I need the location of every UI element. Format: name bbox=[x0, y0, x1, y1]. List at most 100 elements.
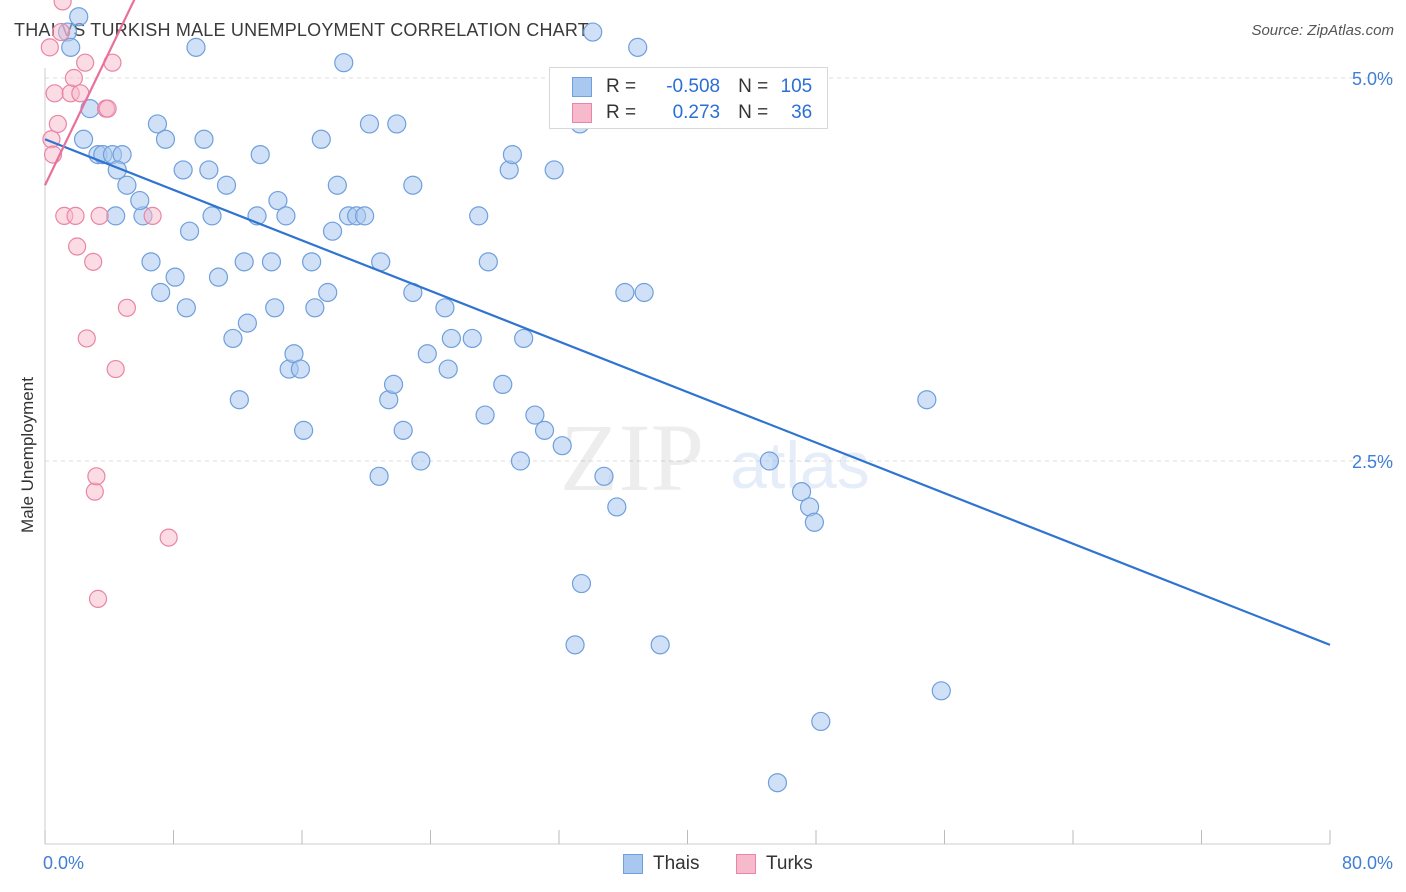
thais-point bbox=[650, 635, 670, 655]
turks-point bbox=[45, 84, 64, 103]
turks-point bbox=[87, 467, 106, 486]
thais-point bbox=[290, 359, 310, 379]
thais-point bbox=[403, 175, 423, 195]
turks-point bbox=[77, 329, 96, 348]
legend-item-thais: Thais bbox=[623, 851, 699, 877]
thais-point bbox=[237, 313, 257, 333]
thais-point bbox=[759, 451, 780, 471]
thais-point bbox=[302, 252, 322, 272]
thais-point bbox=[141, 252, 161, 272]
thais-point bbox=[250, 145, 270, 165]
r-label: R = bbox=[606, 102, 637, 123]
turks-points bbox=[40, 0, 178, 608]
thais-point bbox=[514, 328, 534, 349]
turks-legend-label: Turks bbox=[766, 853, 813, 874]
thais-point bbox=[534, 420, 555, 440]
thais-point bbox=[475, 405, 495, 425]
thais-point bbox=[305, 298, 325, 318]
turks-point bbox=[53, 0, 72, 11]
x-tick-label: 0.0% bbox=[43, 853, 84, 873]
thais-point bbox=[179, 221, 200, 241]
thais-point bbox=[229, 390, 249, 410]
n-value: 105 bbox=[780, 76, 813, 97]
turks-point bbox=[85, 482, 104, 501]
thais-point bbox=[441, 328, 461, 349]
source-note: Source: ZipAtlas.com bbox=[1251, 22, 1394, 39]
thais-point bbox=[73, 129, 94, 149]
correlation-legend: R = -0.508 N = 105 R = 0.273 N = 36 bbox=[549, 67, 828, 129]
n-label: N = bbox=[738, 102, 769, 123]
turks-legend-swatch bbox=[736, 854, 756, 874]
turks-point bbox=[98, 99, 117, 118]
legend-row-turks: R = 0.273 N = 36 bbox=[572, 100, 812, 126]
watermark-zip: ZIP bbox=[560, 404, 704, 511]
thais-point bbox=[322, 221, 343, 241]
thais-point bbox=[767, 773, 788, 793]
thais-point bbox=[186, 37, 206, 57]
tick-labels: 2.5%5.0%7.5%10.0%0.0%80.0% bbox=[43, 69, 1393, 873]
thais-point bbox=[369, 466, 389, 486]
turks-point bbox=[84, 252, 103, 271]
turks-point bbox=[90, 206, 109, 225]
x-tick-label: 80.0% bbox=[1342, 853, 1393, 873]
thais-point bbox=[628, 37, 648, 57]
thais-point bbox=[147, 114, 168, 134]
thais-point bbox=[438, 359, 458, 379]
turks-point bbox=[143, 206, 162, 225]
thais-point bbox=[199, 160, 219, 180]
turks-point bbox=[66, 206, 85, 225]
thais-point bbox=[61, 37, 81, 57]
thais-point bbox=[294, 420, 314, 440]
thais-point bbox=[544, 160, 564, 180]
thais-point bbox=[173, 160, 193, 180]
thais-point bbox=[216, 175, 237, 195]
thais-point bbox=[435, 298, 455, 318]
thais-point bbox=[355, 206, 375, 226]
thais-point bbox=[69, 7, 89, 27]
thais-point bbox=[571, 573, 592, 594]
thais-point bbox=[634, 282, 654, 303]
thais-point bbox=[268, 190, 288, 211]
thais-point bbox=[176, 298, 196, 318]
thais-point bbox=[383, 374, 404, 394]
turks-point bbox=[51, 22, 71, 42]
thais-point bbox=[552, 436, 572, 456]
r-value: 0.273 bbox=[672, 102, 721, 123]
y-tick-label: 2.5% bbox=[1352, 452, 1393, 472]
n-value: 36 bbox=[791, 102, 813, 123]
thais-point bbox=[261, 252, 282, 272]
thais-point bbox=[594, 466, 614, 486]
thais-point bbox=[106, 206, 126, 226]
r-value: -0.508 bbox=[666, 76, 721, 97]
thais-point bbox=[202, 206, 222, 226]
y-tick-label: 5.0% bbox=[1352, 69, 1393, 89]
thais-point bbox=[117, 175, 137, 195]
n-label: N = bbox=[738, 76, 769, 97]
turks-point bbox=[117, 298, 137, 317]
thais-point bbox=[811, 711, 831, 732]
thais-point bbox=[393, 420, 413, 440]
thais-points bbox=[57, 7, 951, 793]
thais-point bbox=[510, 451, 531, 471]
thais-legend-swatch bbox=[623, 854, 643, 874]
thais-trend-line bbox=[44, 138, 1331, 646]
thais-point bbox=[276, 206, 296, 226]
thais-point bbox=[311, 129, 331, 149]
thais-point bbox=[791, 482, 812, 502]
thais-legend-label: Thais bbox=[653, 853, 700, 874]
y-axis-label: Male Unemployment bbox=[18, 377, 37, 533]
turks-point bbox=[68, 237, 87, 256]
thais-point bbox=[155, 129, 176, 149]
turks-point bbox=[88, 589, 108, 608]
thais-point bbox=[565, 635, 585, 655]
thais-point bbox=[411, 451, 431, 471]
axes bbox=[44, 68, 1331, 845]
thais-point bbox=[80, 99, 100, 119]
thais-point bbox=[917, 390, 937, 410]
thais-point bbox=[327, 175, 347, 195]
r-label: R = bbox=[606, 76, 637, 97]
thais-point bbox=[804, 512, 824, 532]
thais-point bbox=[607, 497, 627, 517]
thais-point bbox=[931, 681, 951, 701]
